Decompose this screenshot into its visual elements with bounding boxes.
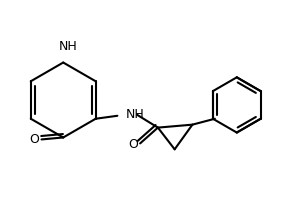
- Text: NH: NH: [125, 108, 144, 121]
- Text: O: O: [128, 138, 138, 151]
- Text: NH: NH: [59, 40, 77, 53]
- Text: O: O: [30, 133, 40, 146]
